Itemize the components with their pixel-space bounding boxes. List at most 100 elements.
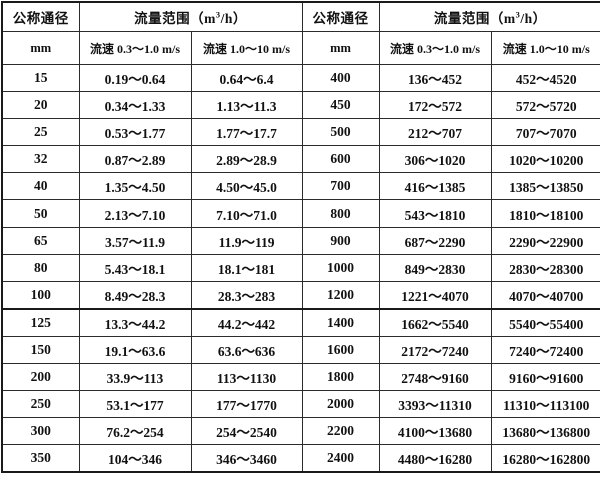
- cell-low-left: 0.87～2.89: [78, 145, 192, 174]
- cell-dn-left: 250: [1, 390, 80, 419]
- cell-dn-right: 1200: [301, 280, 380, 310]
- cell-dn-left: 80: [1, 253, 80, 282]
- header-flow-range-right-sup: 3: [515, 10, 521, 20]
- header-nominal-diameter-right: 公称通径: [301, 1, 380, 32]
- cell-high-right: 1385～13850: [490, 172, 600, 201]
- cell-dn-right: 800: [301, 199, 380, 228]
- cell-low-left: 19.1～63.6: [78, 335, 192, 365]
- header-nominal-diameter-left: 公称通径: [1, 1, 80, 32]
- cell-dn-right: 1000: [301, 253, 380, 282]
- table-row: 125 13.3～44.2 44.2～442 1400 1662～5540 55…: [1, 308, 600, 337]
- cell-dn-left: 125: [1, 308, 80, 337]
- table-row: 40 1.35～4.50 4.50～45.0 700 416～1385 1385…: [1, 172, 600, 201]
- cell-high-right: 4070～40700: [490, 280, 600, 310]
- cell-dn-left: 50: [1, 199, 80, 228]
- cell-dn-right: 2000: [301, 390, 380, 419]
- flow-range-table: 公称通径 流量范围（m3/h） 公称通径 流量范围（m3/h） mm 流速 0.…: [1, 1, 600, 474]
- header-unit-mm-right: mm: [301, 31, 380, 65]
- header-velocity-low-right: 流速 0.3～1.0 m/s: [378, 31, 492, 65]
- cell-dn-left: 150: [1, 335, 80, 365]
- cell-dn-left: 200: [1, 363, 80, 392]
- cell-low-right: 172～572: [378, 91, 492, 120]
- cell-dn-right: 1600: [301, 335, 380, 365]
- cell-low-right: 2748～9160: [378, 363, 492, 392]
- cell-high-left: 18.1～181: [190, 253, 303, 282]
- cell-high-left: 1.77～17.7: [190, 118, 303, 147]
- cell-high-left: 44.2～442: [190, 308, 303, 337]
- cell-dn-right: 2400: [301, 444, 380, 473]
- cell-dn-right: 1400: [301, 308, 380, 337]
- table-row: 32 0.87～2.89 2.89～28.9 600 306～1020 1020…: [1, 145, 600, 174]
- cell-low-right: 136～452: [378, 63, 492, 93]
- cell-low-right: 543～1810: [378, 199, 492, 228]
- cell-high-right: 1810～18100: [490, 199, 600, 228]
- cell-low-right: 1221～4070: [378, 280, 492, 310]
- cell-dn-left: 65: [1, 226, 80, 255]
- cell-low-left: 2.13～7.10: [78, 199, 192, 228]
- cell-dn-left: 300: [1, 417, 80, 446]
- table-row: 50 2.13～7.10 7.10～71.0 800 543～1810 1810…: [1, 199, 600, 228]
- header-velocity-high-left: 流速 1.0～10 m/s: [190, 31, 303, 65]
- cell-dn-right: 700: [301, 172, 380, 201]
- cell-low-right: 1662～5540: [378, 308, 492, 337]
- header-flow-range-left-sup: 3: [215, 10, 221, 20]
- cell-low-left: 104～346: [78, 444, 192, 473]
- cell-high-right: 1020～10200: [490, 145, 600, 174]
- header-flow-range-right-tail: /h）: [520, 11, 547, 26]
- cell-high-right: 5540～55400: [490, 308, 600, 337]
- cell-dn-left: 20: [1, 91, 80, 120]
- header-row-primary: 公称通径 流量范围（m3/h） 公称通径 流量范围（m3/h）: [1, 1, 600, 32]
- cell-dn-right: 900: [301, 226, 380, 255]
- cell-high-left: 1.13～11.3: [190, 91, 303, 120]
- cell-dn-right: 600: [301, 145, 380, 174]
- table-row: 20 0.34～1.33 1.13～11.3 450 172～572 572～5…: [1, 91, 600, 120]
- table-row: 100 8.49～28.3 28.3～283 1200 1221～4070 40…: [1, 280, 600, 310]
- cell-low-left: 1.35～4.50: [78, 172, 192, 201]
- cell-dn-left: 32: [1, 145, 80, 174]
- cell-dn-left: 100: [1, 280, 80, 310]
- cell-low-left: 0.53～1.77: [78, 118, 192, 147]
- cell-dn-right: 2200: [301, 417, 380, 446]
- header-flow-range-left-tail: /h）: [220, 11, 247, 26]
- header-flow-range-right: 流量范围（m3/h）: [378, 1, 600, 32]
- cell-high-left: 7.10～71.0: [190, 199, 303, 228]
- cell-high-left: 2.89～28.9: [190, 145, 303, 174]
- cell-high-left: 113～1130: [190, 363, 303, 392]
- cell-low-left: 33.9～113: [78, 363, 192, 392]
- cell-high-left: 4.50～45.0: [190, 172, 303, 201]
- cell-low-left: 13.3～44.2: [78, 308, 192, 337]
- cell-high-right: 572～5720: [490, 91, 600, 120]
- cell-high-right: 7240～72400: [490, 335, 600, 365]
- cell-low-left: 76.2～254: [78, 417, 192, 446]
- cell-low-right: 416～1385: [378, 172, 492, 201]
- cell-high-right: 452～4520: [490, 63, 600, 93]
- cell-low-right: 4100～13680: [378, 417, 492, 446]
- header-flow-range-left: 流量范围（m3/h）: [78, 1, 303, 32]
- table-row: 300 76.2～254 254～2540 2200 4100～13680 13…: [1, 417, 600, 446]
- cell-low-left: 5.43～18.1: [78, 253, 192, 282]
- table-row: 15 0.19～0.64 0.64～6.4 400 136～452 452～45…: [1, 63, 600, 93]
- cell-high-right: 16280～162800: [490, 444, 600, 473]
- table-row: 80 5.43～18.1 18.1～181 1000 849～2830 2830…: [1, 253, 600, 282]
- cell-low-right: 3393～11310: [378, 390, 492, 419]
- cell-high-right: 13680～136800: [490, 417, 600, 446]
- cell-dn-right: 450: [301, 91, 380, 120]
- table-row: 25 0.53～1.77 1.77～17.7 500 212～707 707～7…: [1, 118, 600, 147]
- cell-low-left: 8.49～28.3: [78, 280, 192, 310]
- header-row-secondary: mm 流速 0.3～1.0 m/s 流速 1.0～10 m/s mm 流速 0.…: [1, 31, 600, 65]
- table-row: 350 104～346 346～3460 2400 4480～16280 162…: [1, 444, 600, 473]
- cell-dn-right: 400: [301, 63, 380, 93]
- header-unit-mm-left: mm: [1, 31, 80, 65]
- cell-high-left: 28.3～283: [190, 280, 303, 310]
- cell-high-right: 9160～91600: [490, 363, 600, 392]
- cell-dn-left: 25: [1, 118, 80, 147]
- cell-low-right: 687～2290: [378, 226, 492, 255]
- cell-low-right: 2172～7240: [378, 335, 492, 365]
- cell-low-left: 53.1～177: [78, 390, 192, 419]
- cell-low-left: 3.57～11.9: [78, 226, 192, 255]
- cell-low-right: 212～707: [378, 118, 492, 147]
- cell-high-left: 11.9～119: [190, 226, 303, 255]
- cell-high-right: 2290～22900: [490, 226, 600, 255]
- header-velocity-low-left: 流速 0.3～1.0 m/s: [78, 31, 192, 65]
